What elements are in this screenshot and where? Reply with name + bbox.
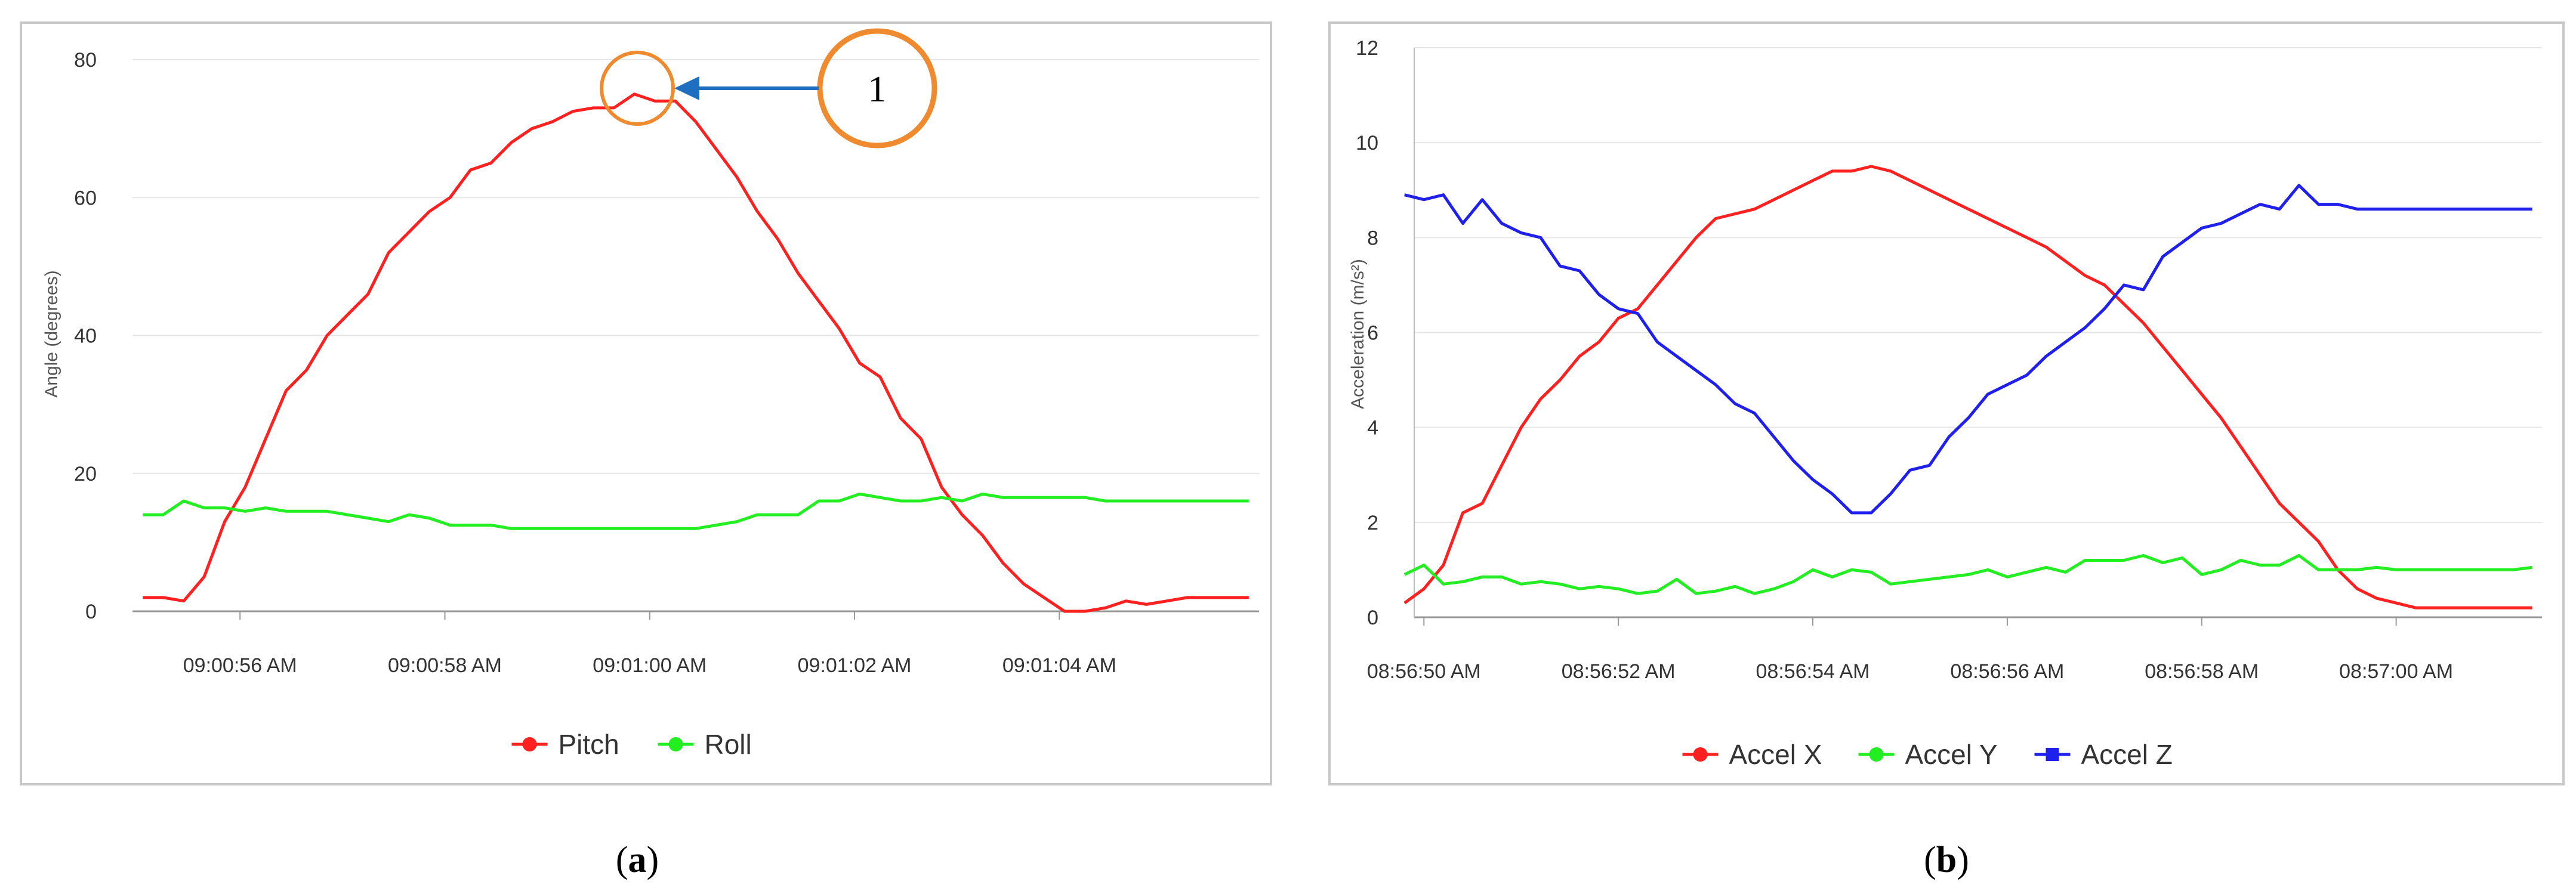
panel-b-gridlines — [1414, 47, 2542, 523]
y-tick-label: 40 — [74, 325, 97, 348]
annotation-highlight-circle — [600, 51, 675, 126]
legend-marker — [1869, 747, 1884, 762]
annotation-number-circle — [817, 28, 937, 149]
panel-a-frame — [20, 21, 1272, 785]
x-tick-label: 09:00:58 AM — [388, 654, 502, 677]
x-tick-label: 08:56:52 AM — [1562, 660, 1676, 683]
legend-item-accel-z: Accel Z — [2034, 739, 2173, 770]
legend-marker — [522, 737, 537, 751]
x-tick-label: 09:01:00 AM — [593, 654, 707, 677]
series-line-roll — [143, 492, 1249, 530]
panel-a-gridlines — [132, 59, 1259, 474]
y-tick-label: 20 — [74, 463, 97, 485]
series-line-accel-x — [1403, 165, 2532, 610]
legend-label: Accel Z — [2081, 739, 2173, 770]
panel-b-y-tick-labels: 0 2 4 6 8 10 12 — [1356, 37, 1378, 629]
x-tick-label: 08:56:56 AM — [1950, 660, 2064, 683]
caption-a-letter: a — [628, 840, 647, 880]
panel-b-series — [1403, 165, 2533, 610]
y-tick-label: 0 — [1367, 607, 1378, 629]
x-tick-label: 09:01:02 AM — [798, 654, 912, 677]
legend-label: Accel Y — [1905, 739, 1998, 770]
series-line-accel-z — [1404, 184, 2532, 515]
legend-item-pitch: Pitch — [511, 729, 619, 760]
legend-marker — [1693, 747, 1708, 762]
y-tick-label: 6 — [1367, 322, 1378, 345]
annotation-arrow-head — [674, 76, 699, 100]
panel-a-series — [143, 92, 1249, 613]
series-line-accel-y — [1403, 554, 2533, 595]
legend-item-accel-y: Accel Y — [1858, 739, 1998, 770]
panel-a-chart: 0 20 40 60 80 09:00:56 AM 09:00:58 AM 09:01:00… — [42, 28, 1259, 760]
y-tick-label: 2 — [1367, 512, 1378, 534]
panel-b-legend: Accel X Accel Y Accel Z — [1682, 739, 2173, 770]
panel-b-frame — [1328, 21, 2565, 785]
caption-b-letter: b — [1936, 840, 1957, 880]
y-tick-label: 0 — [85, 601, 97, 623]
svg-text:(b): (b) — [1924, 840, 1969, 880]
legend-item-accel-x: Accel X — [1682, 739, 1822, 770]
x-tick-label: 08:57:00 AM — [2339, 660, 2453, 683]
annotation-number: 1 — [868, 69, 887, 110]
legend-label: Roll — [705, 729, 752, 760]
panel-a-legend: Pitch Roll — [511, 729, 752, 760]
legend-marker — [668, 737, 683, 751]
legend-label: Accel X — [1729, 739, 1822, 770]
legend-label: Pitch — [559, 729, 619, 760]
legend-item-roll: Roll — [658, 729, 752, 760]
x-tick-label: 08:56:54 AM — [1756, 660, 1870, 683]
panel-b-x-tick-labels: 08:56:50 AM 08:56:52 AM 08:56:54 AM 08:56:5… — [1367, 617, 2453, 683]
series-line-pitch — [143, 92, 1249, 613]
panel-a-y-axis-title: Angle (degrees) — [42, 270, 61, 397]
x-tick-label: 09:00:56 AM — [183, 654, 297, 677]
panel-a-y-tick-labels: 0 20 40 60 80 — [74, 49, 97, 623]
x-tick-label: 08:56:50 AM — [1367, 660, 1481, 683]
caption-a: (a) — [616, 840, 659, 880]
y-tick-label: 8 — [1367, 227, 1378, 249]
legend-marker — [2046, 748, 2059, 761]
panel-a-x-tick-labels: 09:00:56 AM 09:00:58 AM 09:01:00 AM 09:01:0… — [183, 611, 1116, 677]
x-tick-label: 09:01:04 AM — [1002, 654, 1116, 677]
y-tick-label: 80 — [74, 49, 97, 72]
x-tick-label: 08:56:58 AM — [2145, 660, 2259, 683]
svg-text:(a): (a) — [616, 840, 659, 880]
panel-b-chart: 0 2 4 6 8 10 12 08:56:50 AM 08:56:52 AM 08:56:54… — [1348, 37, 2542, 770]
caption-b: (b) — [1924, 840, 1969, 880]
y-tick-label: 12 — [1356, 37, 1378, 60]
y-tick-label: 60 — [74, 187, 97, 209]
panel-b-y-axis-title: Acceleration (m/s²) — [1348, 259, 1368, 409]
y-tick-label: 4 — [1367, 417, 1378, 440]
y-tick-label: 10 — [1356, 132, 1378, 154]
